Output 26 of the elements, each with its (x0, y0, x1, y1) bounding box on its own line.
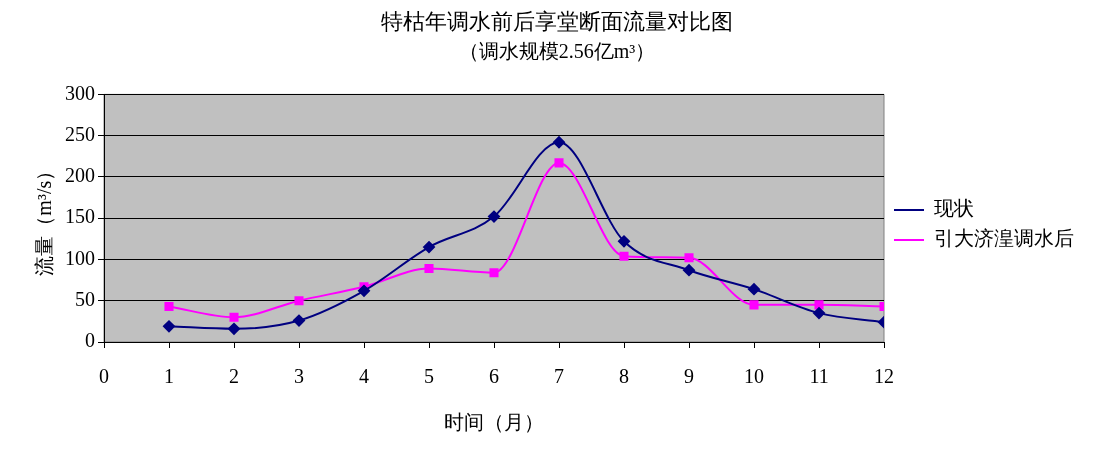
y-axis-title: 流量（m³/s） (33, 160, 56, 276)
x-tick-label: 4 (359, 365, 369, 388)
x-tick-label: 2 (229, 365, 239, 388)
y-tick-label: 250 (65, 122, 95, 145)
x-tick-label: 9 (684, 365, 694, 388)
x-tick-label: 3 (294, 365, 304, 388)
x-tick-label: 1 (164, 365, 174, 388)
y-tick-label: 150 (65, 205, 95, 228)
chart-subtitle: （调水规模2.56亿m³） (458, 39, 656, 62)
y-tick-label: 100 (65, 246, 95, 269)
x-tick-label: 8 (619, 365, 629, 388)
x-tick-label: 12 (874, 365, 894, 388)
y-tick-label: 300 (65, 81, 95, 104)
x-tick-label: 6 (489, 365, 499, 388)
legend-label: 现状 (934, 197, 974, 220)
x-tick-label: 0 (99, 365, 109, 388)
y-tick-label: 200 (65, 164, 95, 187)
x-axis-title: 时间（月） (444, 411, 544, 434)
x-tick-label: 7 (554, 365, 564, 388)
x-tick-label: 11 (809, 365, 829, 388)
legend-label: 引大济湟调水后 (934, 227, 1074, 250)
x-tick-label: 5 (424, 365, 434, 388)
y-tick-label: 50 (75, 287, 95, 310)
x-tick-label: 10 (744, 365, 764, 388)
chart-title: 特枯年调水前后享堂断面流量对比图 (381, 8, 733, 34)
y-tick-label: 0 (85, 329, 95, 352)
